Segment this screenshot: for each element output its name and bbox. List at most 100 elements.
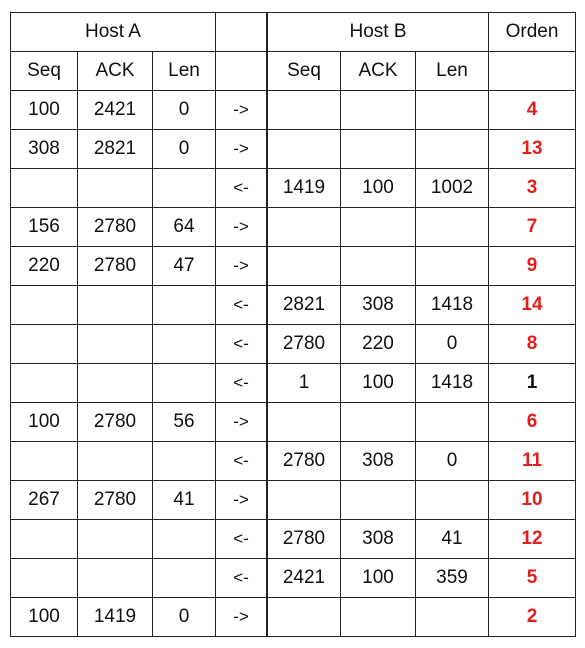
host-b-len-cell	[415, 90, 489, 130]
orden-cell: 10	[488, 480, 576, 520]
host-b-seq-cell: 2421	[266, 558, 341, 598]
host-b-seq-cell: 2780	[266, 324, 341, 364]
orden-cell: 5	[488, 558, 576, 598]
direction-cell: <-	[215, 558, 268, 598]
direction-cell: ->	[215, 480, 268, 520]
host-b-len-cell	[415, 129, 489, 169]
table-row: <- 2780 220 0 8	[10, 324, 576, 364]
table-row: <- 1 100 1418 1	[10, 363, 576, 403]
header-row-fields: Seq ACK Len Seq ACK Len	[10, 51, 576, 91]
orden-cell: 1	[488, 363, 576, 403]
host-a-ack-cell: 2421	[77, 90, 153, 130]
host-b-ack-cell: 100	[340, 168, 416, 208]
host-b-len-cell	[415, 597, 489, 637]
host-b-len-cell: 1002	[415, 168, 489, 208]
host-b-ack-cell: 100	[340, 558, 416, 598]
host-a-seq-cell	[10, 285, 78, 325]
direction-cell: <-	[215, 441, 268, 481]
host-a-ack-cell: 1419	[77, 597, 153, 637]
table-row: <- 2780 308 41 12	[10, 519, 576, 559]
host-a-seq-cell: 156	[10, 207, 78, 247]
table-body: Host A Host B Orden Seq ACK Len Seq ACK …	[10, 12, 576, 637]
direction-cell: ->	[215, 402, 268, 442]
host-a-ack-cell	[77, 363, 153, 403]
host-a-ack-cell	[77, 558, 153, 598]
host-b-seq-cell: 1419	[266, 168, 341, 208]
orden-cell: 11	[488, 441, 576, 481]
header-row-hosts: Host A Host B Orden	[10, 12, 576, 52]
direction-cell: ->	[215, 129, 268, 169]
host-b-len-cell: 41	[415, 519, 489, 559]
host-b-len-cell: 0	[415, 324, 489, 364]
table-row: <- 2821 308 1418 14	[10, 285, 576, 325]
host-b-ack-cell	[340, 207, 416, 247]
direction-cell: ->	[215, 597, 268, 637]
host-a-seq-cell	[10, 363, 78, 403]
host-a-len-cell: 64	[152, 207, 216, 247]
orden-cell: 4	[488, 90, 576, 130]
host-b-len-cell: 0	[415, 441, 489, 481]
host-a-ack-cell	[77, 168, 153, 208]
table-row: 100 2780 56 -> 6	[10, 402, 576, 442]
host-a-ack-cell: 2780	[77, 480, 153, 520]
host-a-len-cell	[152, 441, 216, 481]
direction-cell: <-	[215, 519, 268, 559]
host-b-ack-header: ACK	[340, 51, 416, 91]
host-b-ack-cell: 308	[340, 285, 416, 325]
host-a-seq-cell: 308	[10, 129, 78, 169]
host-a-seq-cell	[10, 558, 78, 598]
table-row: <- 1419 100 1002 3	[10, 168, 576, 208]
host-b-ack-cell: 308	[340, 441, 416, 481]
host-b-seq-cell	[266, 597, 341, 637]
table-row: 100 2421 0 -> 4	[10, 90, 576, 130]
direction-cell: <-	[215, 285, 268, 325]
table-row: <- 2421 100 359 5	[10, 558, 576, 598]
host-a-len-cell	[152, 285, 216, 325]
host-b-ack-cell: 308	[340, 519, 416, 559]
host-a-len-header: Len	[152, 51, 216, 91]
host-b-len-cell	[415, 480, 489, 520]
orden-cell: 14	[488, 285, 576, 325]
table-row: 220 2780 47 -> 9	[10, 246, 576, 286]
orden-subheader	[488, 51, 576, 91]
direction-cell: <-	[215, 168, 268, 208]
table-row: <- 2780 308 0 11	[10, 441, 576, 481]
direction-subheader	[215, 51, 268, 91]
orden-cell: 8	[488, 324, 576, 364]
host-a-seq-cell: 100	[10, 90, 78, 130]
host-b-ack-cell	[340, 246, 416, 286]
host-a-len-cell: 41	[152, 480, 216, 520]
direction-cell: ->	[215, 90, 268, 130]
host-a-seq-cell	[10, 519, 78, 559]
host-a-len-cell	[152, 324, 216, 364]
host-b-ack-cell: 220	[340, 324, 416, 364]
host-b-ack-cell	[340, 597, 416, 637]
host-b-seq-cell	[266, 207, 341, 247]
host-a-len-cell: 56	[152, 402, 216, 442]
orden-cell: 9	[488, 246, 576, 286]
host-a-ack-cell: 2780	[77, 402, 153, 442]
host-b-header: Host B	[266, 12, 489, 52]
host-a-ack-cell: 2780	[77, 246, 153, 286]
orden-cell: 13	[488, 129, 576, 169]
host-a-seq-cell	[10, 168, 78, 208]
direction-cell: ->	[215, 246, 268, 286]
host-a-ack-cell	[77, 324, 153, 364]
host-a-seq-cell: 220	[10, 246, 78, 286]
host-b-ack-cell: 100	[340, 363, 416, 403]
host-b-ack-cell	[340, 402, 416, 442]
host-b-len-cell: 1418	[415, 363, 489, 403]
host-b-seq-header: Seq	[266, 51, 341, 91]
direction-header	[215, 12, 268, 52]
host-b-ack-cell	[340, 90, 416, 130]
host-b-seq-cell	[266, 246, 341, 286]
host-b-seq-cell	[266, 402, 341, 442]
host-b-ack-cell	[340, 129, 416, 169]
orden-cell: 7	[488, 207, 576, 247]
host-b-ack-cell	[340, 480, 416, 520]
host-a-seq-cell: 100	[10, 402, 78, 442]
host-a-seq-header: Seq	[10, 51, 78, 91]
host-a-seq-cell	[10, 441, 78, 481]
host-b-seq-cell	[266, 90, 341, 130]
orden-cell: 6	[488, 402, 576, 442]
